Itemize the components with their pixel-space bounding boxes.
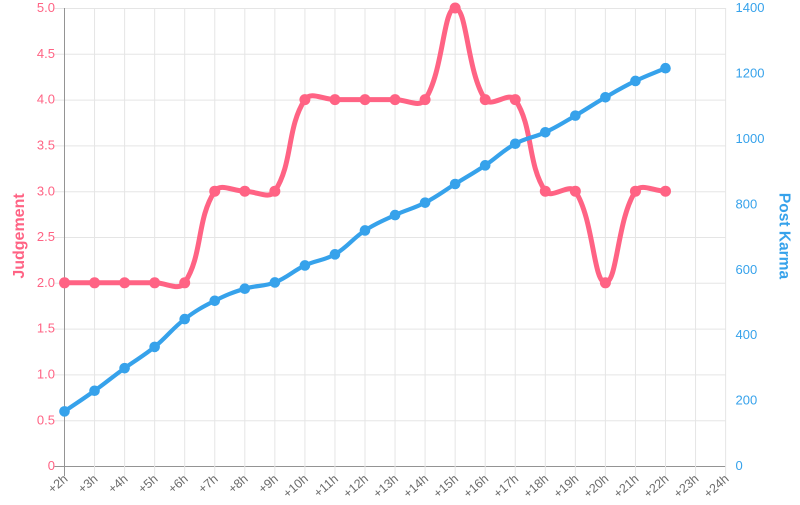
svg-text:5.0: 5.0 — [37, 0, 55, 15]
svg-text:200: 200 — [736, 393, 758, 408]
svg-text:0: 0 — [48, 458, 55, 473]
svg-text:400: 400 — [736, 327, 758, 342]
svg-text:800: 800 — [736, 196, 758, 211]
svg-text:1200: 1200 — [736, 66, 765, 81]
svg-text:Judgement: Judgement — [11, 193, 28, 279]
svg-text:0.5: 0.5 — [37, 412, 55, 427]
svg-text:600: 600 — [736, 262, 758, 277]
svg-text:Post Karma: Post Karma — [776, 193, 793, 280]
svg-text:1000: 1000 — [736, 131, 765, 146]
svg-text:4.0: 4.0 — [37, 92, 55, 107]
svg-text:1.5: 1.5 — [37, 321, 55, 336]
svg-text:3.5: 3.5 — [37, 138, 55, 153]
svg-text:1400: 1400 — [736, 0, 765, 15]
svg-text:4.5: 4.5 — [37, 46, 55, 61]
svg-text:2.0: 2.0 — [37, 275, 55, 290]
svg-text:3.0: 3.0 — [37, 183, 55, 198]
svg-text:0: 0 — [736, 458, 743, 473]
svg-text:1.0: 1.0 — [37, 367, 55, 382]
svg-text:2.5: 2.5 — [37, 229, 55, 244]
